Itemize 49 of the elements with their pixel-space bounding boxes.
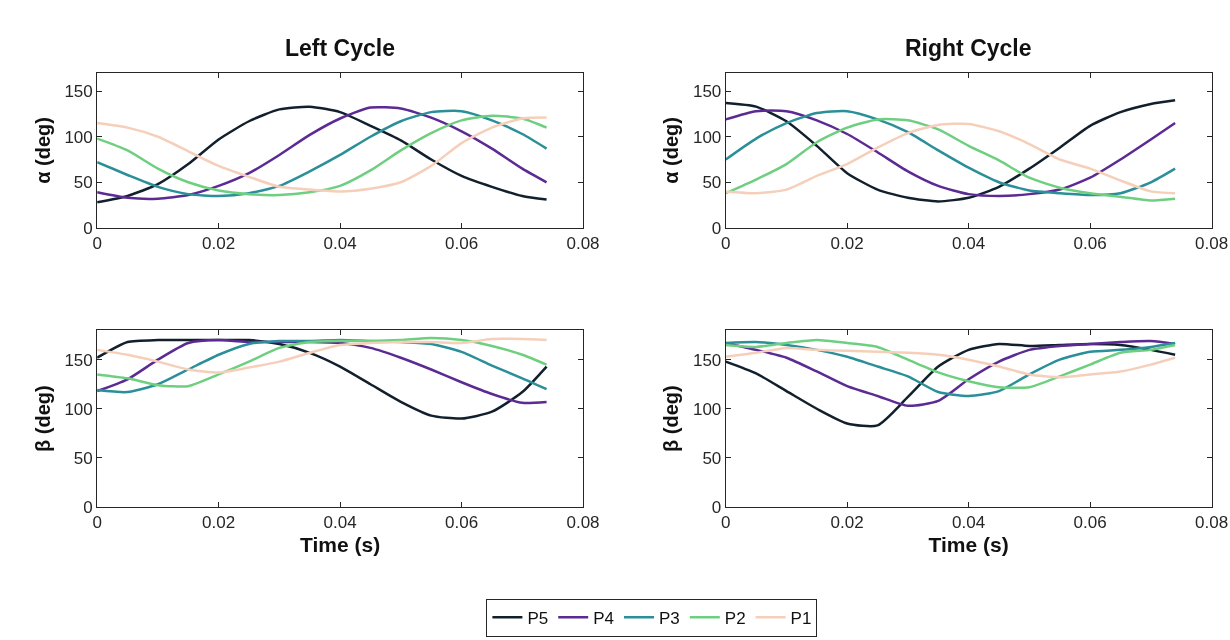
legend-label: P2 bbox=[724, 608, 746, 628]
line-series bbox=[725, 346, 1177, 379]
y-tick-label: 50 bbox=[702, 448, 722, 468]
y-tick-label: 0 bbox=[711, 218, 722, 238]
y-tick-label: 150 bbox=[64, 350, 93, 370]
y-axis-title: α (deg) bbox=[660, 117, 683, 184]
x-tick-label: 0.08 bbox=[1195, 234, 1229, 254]
y-tick-label: 100 bbox=[64, 399, 93, 419]
y-tick-label: 50 bbox=[73, 173, 93, 193]
y-tick-label: 0 bbox=[83, 497, 93, 517]
line-series bbox=[725, 340, 1177, 398]
y-tick-label: 50 bbox=[702, 173, 722, 193]
y-axis-title: β (deg) bbox=[660, 385, 683, 452]
y-tick-label: 0 bbox=[83, 218, 93, 238]
y-axis-title: α (deg) bbox=[31, 117, 54, 184]
x-tick-label: 0.06 bbox=[445, 234, 479, 254]
y-tick-label: 150 bbox=[692, 350, 722, 370]
x-tick-label: 0.04 bbox=[952, 513, 986, 533]
y-tick-label: 100 bbox=[692, 127, 722, 147]
line-series bbox=[725, 338, 1177, 390]
y-tick-label: 150 bbox=[692, 82, 722, 102]
chart-title: Right Cycle bbox=[905, 35, 1032, 61]
legend-label: P1 bbox=[790, 608, 812, 628]
legend-label: P4 bbox=[593, 608, 614, 628]
x-tick-label: 0.06 bbox=[445, 513, 479, 533]
x-tick-label: 0.06 bbox=[1073, 234, 1107, 254]
x-tick-label: 0.08 bbox=[566, 234, 600, 254]
x-axis-title: Time (s) bbox=[928, 533, 1009, 557]
x-tick-label: 0.08 bbox=[1195, 513, 1229, 533]
x-axis-title: Time (s) bbox=[300, 533, 381, 557]
x-tick-label: 0.02 bbox=[830, 234, 864, 254]
y-tick-label: 150 bbox=[64, 82, 93, 102]
x-tick-label: 0.04 bbox=[323, 234, 357, 254]
x-tick-label: 0.08 bbox=[566, 513, 600, 533]
y-tick-label: 100 bbox=[692, 399, 722, 419]
legend-label: P3 bbox=[658, 608, 680, 628]
x-tick-label: 0.02 bbox=[202, 234, 236, 254]
y-tick-label: 100 bbox=[64, 127, 93, 147]
x-tick-label: 0.04 bbox=[323, 513, 357, 533]
x-tick-label: 0.02 bbox=[202, 513, 236, 533]
legend-label: P5 bbox=[527, 608, 549, 628]
y-tick-label: 50 bbox=[73, 448, 93, 468]
y-tick-label: 0 bbox=[711, 497, 722, 517]
y-axis-title: β (deg) bbox=[31, 385, 54, 452]
line-series bbox=[97, 337, 548, 374]
x-tick-label: 0.04 bbox=[952, 234, 986, 254]
chart-title: Left Cycle bbox=[285, 35, 395, 61]
x-tick-label: 0.02 bbox=[830, 513, 864, 533]
x-tick-label: 0.06 bbox=[1073, 513, 1107, 533]
